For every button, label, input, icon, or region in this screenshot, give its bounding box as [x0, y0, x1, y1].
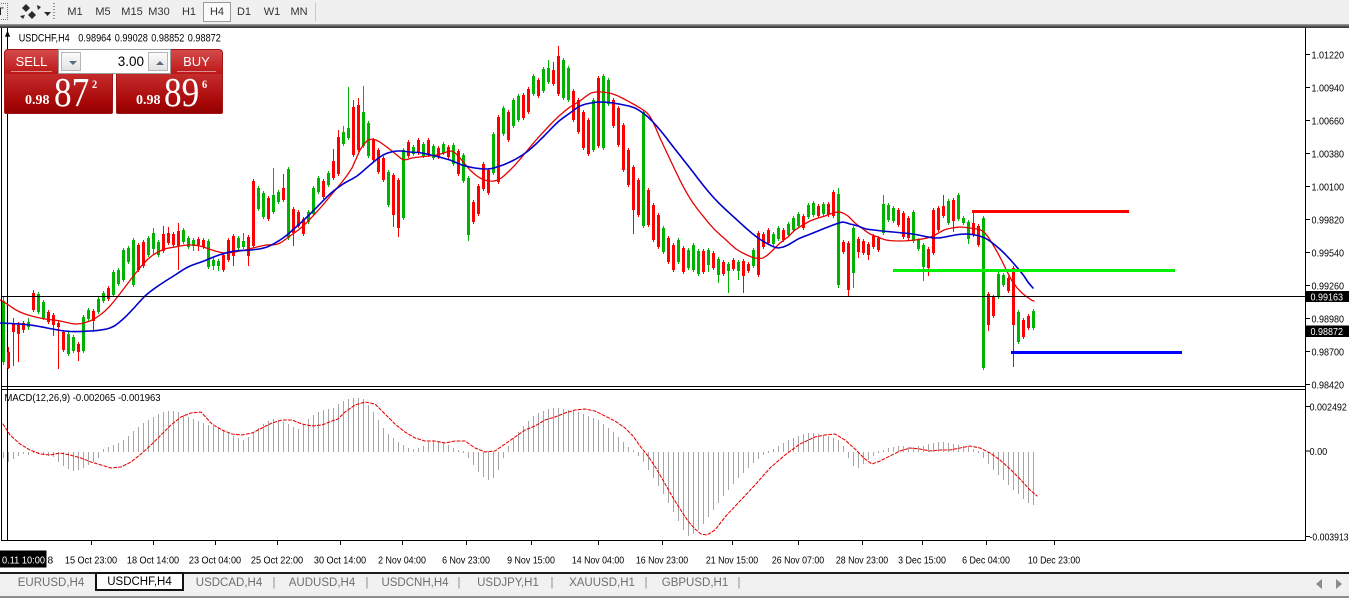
svg-text:16 Nov 23:00: 16 Nov 23:00	[636, 556, 688, 567]
svg-text:0.98420: 0.98420	[1312, 379, 1345, 391]
svg-text:1.00100: 1.00100	[1312, 181, 1345, 193]
svg-text:3 Dec 15:00: 3 Dec 15:00	[898, 556, 946, 567]
svg-text:6 Dec 04:00: 6 Dec 04:00	[962, 556, 1010, 567]
svg-text:0.99028: 0.99028	[115, 33, 148, 45]
svg-text:0.00: 0.00	[1310, 446, 1328, 458]
svg-text:0.002492: 0.002492	[1310, 401, 1348, 413]
svg-text:0.99540: 0.99540	[1312, 247, 1345, 259]
svg-text:9 Nov 15:00: 9 Nov 15:00	[507, 556, 555, 567]
svg-text:0.98700: 0.98700	[1312, 346, 1345, 358]
svg-text:10 Dec 23:00: 10 Dec 23:00	[1028, 556, 1080, 567]
svg-text:8: 8	[48, 556, 54, 567]
svg-text:0.98980: 0.98980	[1312, 313, 1345, 325]
svg-text:0.99260: 0.99260	[1312, 280, 1345, 292]
svg-text:1.00660: 1.00660	[1312, 115, 1345, 127]
svg-text:15 Oct 23:00: 15 Oct 23:00	[65, 556, 117, 567]
svg-text:-0.003913: -0.003913	[1310, 531, 1349, 543]
svg-text:0.98872: 0.98872	[1311, 326, 1344, 338]
svg-text:0.11 10:00: 0.11 10:00	[2, 556, 45, 567]
svg-text:28 Nov 23:00: 28 Nov 23:00	[836, 556, 888, 567]
svg-text:1.00380: 1.00380	[1312, 148, 1345, 160]
svg-text:2 Nov 04:00: 2 Nov 04:00	[378, 556, 426, 567]
svg-text:1.01220: 1.01220	[1312, 49, 1345, 61]
svg-text:25 Oct 22:00: 25 Oct 22:00	[251, 556, 303, 567]
svg-text:30 Oct 14:00: 30 Oct 14:00	[314, 556, 366, 567]
svg-text:21 Nov 15:00: 21 Nov 15:00	[706, 556, 758, 567]
svg-text:0.98852: 0.98852	[151, 33, 184, 45]
svg-text:26 Nov 07:00: 26 Nov 07:00	[772, 556, 824, 567]
svg-text:USDCHF,H4: USDCHF,H4	[19, 33, 70, 45]
svg-text:23 Oct 04:00: 23 Oct 04:00	[189, 556, 241, 567]
svg-text:0.98872: 0.98872	[188, 33, 221, 45]
svg-text:18 Oct 14:00: 18 Oct 14:00	[127, 556, 179, 567]
svg-text:6 Nov 23:00: 6 Nov 23:00	[442, 556, 490, 567]
svg-text:1.00940: 1.00940	[1312, 82, 1345, 94]
svg-text:0.98964: 0.98964	[78, 33, 111, 45]
svg-text:0.99163: 0.99163	[1311, 291, 1344, 303]
svg-text:14 Nov 04:00: 14 Nov 04:00	[572, 556, 624, 567]
svg-text:0.99820: 0.99820	[1312, 214, 1345, 226]
svg-text:MACD(12,26,9) -0.002065 -0.001: MACD(12,26,9) -0.002065 -0.001963	[5, 392, 161, 404]
